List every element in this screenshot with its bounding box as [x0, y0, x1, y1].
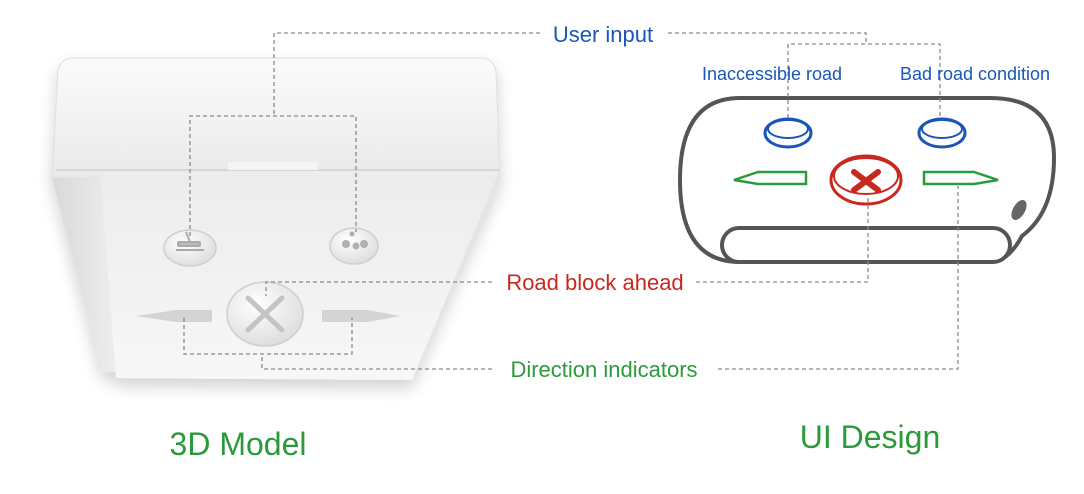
model-button-bad-condition: [329, 227, 379, 265]
bumpy-road-icon: [342, 231, 368, 250]
x-mark-icon: [245, 295, 285, 333]
label-road-block-ahead: Road block ahead: [506, 270, 683, 295]
arrow-right-icon: [922, 170, 999, 186]
arrow-left-icon: [733, 170, 808, 186]
3d-model: [51, 57, 501, 380]
label-inaccessible-road: Inaccessible road: [702, 64, 842, 84]
ui-button-inaccessible: [763, 117, 813, 149]
device-side-button: [1011, 200, 1027, 220]
x-mark-icon: [851, 169, 881, 193]
model-left-side: [52, 178, 118, 372]
device-bar: [720, 226, 1012, 264]
leader-lines: [183, 32, 959, 370]
model-front-face: [100, 170, 500, 380]
model-arrow-right: [322, 310, 400, 322]
caption-3d-model: 3D Model: [170, 426, 307, 462]
ui-design: [677, 96, 1057, 264]
caption-ui-design: UI Design: [800, 419, 941, 455]
ui-button-bad-condition: [917, 117, 967, 149]
label-user-input: User input: [553, 22, 653, 47]
model-button-block: [226, 281, 304, 347]
model-arrow-left: [136, 310, 212, 322]
label-direction-indicators: Direction indicators: [510, 357, 697, 382]
model-button-inaccessible: [163, 229, 217, 267]
ui-button-block: [829, 154, 903, 206]
model-top-cap: [51, 57, 501, 179]
label-bad-road-condition: Bad road condition: [900, 64, 1050, 84]
road-barrier-icon: [176, 231, 204, 251]
